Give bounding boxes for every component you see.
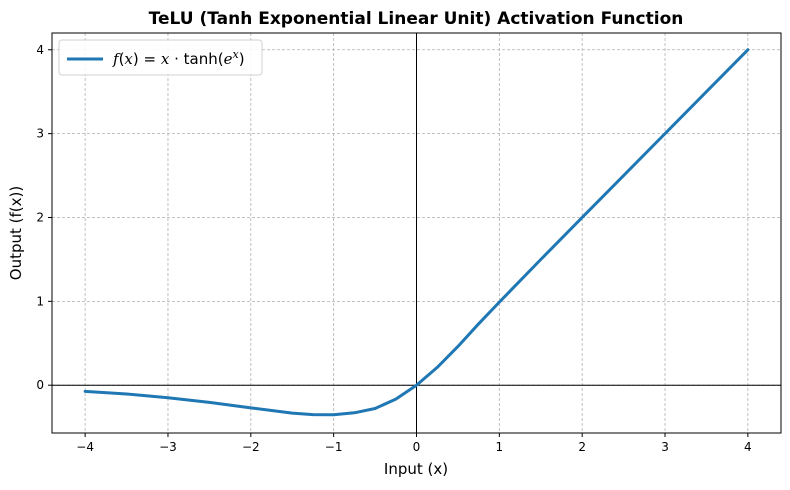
y-tick-label-1: 1 [36,294,44,308]
x-tick-label-4: 0 [413,440,421,454]
y-axis-title: Output (f(x)) [7,186,25,280]
x-tick-label-3: −1 [325,440,343,454]
x-axis-title: Input (x) [384,460,448,478]
x-tick-label-0: −4 [76,440,94,454]
y-tick-label-2: 2 [36,210,44,224]
x-tick-label-8: 4 [744,440,752,454]
series-layer [83,48,750,417]
series-line-0 [83,48,750,417]
legend: f(x) = x · tanh(ex) [58,39,263,76]
y-tick-label-0: 0 [36,378,44,392]
x-axis: −4 −3 −2 −1 0 1 2 3 4 [76,433,752,454]
y-tick-label-3: 3 [36,127,44,141]
x-tick-label-7: 3 [661,440,669,454]
x-tick-label-5: 1 [496,440,504,454]
y-axis: 0 1 2 3 4 [36,43,52,392]
legend-label: f(x) = x · tanh(ex) [112,48,245,68]
legend-box [58,39,263,76]
chart-title: TeLU (Tanh Exponential Linear Unit) Acti… [149,9,684,29]
x-tick-label-1: −3 [159,440,177,454]
reference-lines [52,33,781,433]
x-tick-label-6: 2 [578,440,586,454]
x-tick-label-2: −2 [242,440,260,454]
y-tick-label-4: 4 [36,43,44,57]
